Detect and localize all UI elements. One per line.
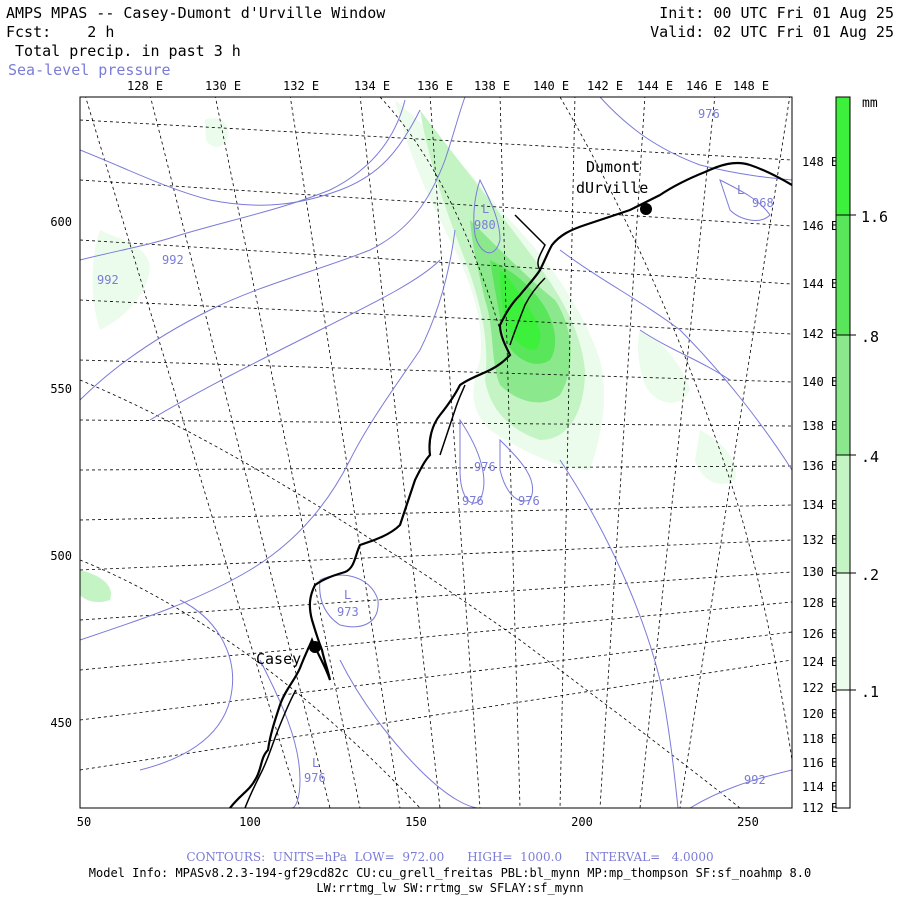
colorbar-label: .8	[861, 328, 879, 346]
right-lon-label: 142 E	[802, 327, 838, 341]
map-frame	[79, 96, 793, 809]
bottom-x-labels: 50 100 150 200 250	[77, 815, 759, 829]
model-info: Model Info: MPASv8.2.3-194-gf29cd82c CU:…	[88, 866, 812, 880]
contour-label: 976	[698, 107, 720, 121]
field-name: Total precip. in past 3 h	[6, 42, 241, 60]
bottom-x-label: 250	[737, 815, 759, 829]
contour-label: 976	[462, 494, 484, 508]
left-y-label: 450	[50, 716, 72, 730]
right-lon-label: 144 E	[802, 277, 838, 291]
top-lon-label: 138 E	[474, 79, 510, 93]
station-label-durville: dUrville	[576, 179, 648, 197]
inner-coastline	[244, 214, 546, 808]
bottom-x-label: 150	[405, 815, 427, 829]
right-lon-label: 116 E	[802, 756, 838, 770]
colorbar-label: .1	[861, 683, 879, 701]
model-info-2: LW:rrtmg_lw SW:rrtmg_sw SFLAY:sf_mynn	[316, 881, 584, 895]
bottom-x-label: 200	[571, 815, 593, 829]
colorbar: mm 1.6 .8 .4 .2 .1	[835, 96, 888, 809]
contour-label: 976	[304, 771, 326, 785]
colorbar-swatch	[836, 215, 850, 335]
top-lon-label: 128 E	[127, 79, 163, 93]
contour-label: 992	[162, 253, 184, 267]
overlay-name: Sea-level pressure	[8, 61, 171, 79]
top-lon-label: 136 E	[417, 79, 453, 93]
left-y-label: 550	[50, 382, 72, 396]
colorbar-unit: mm	[862, 96, 878, 111]
right-lon-label: 114 E	[802, 780, 838, 794]
colorbar-label: .2	[861, 566, 879, 584]
right-lon-label: 128 E	[802, 596, 838, 610]
lat-lon-grid	[80, 97, 792, 808]
contour-label: 973	[337, 605, 359, 619]
right-lon-label: 112 E	[802, 801, 838, 815]
right-lon-label: 136 E	[802, 459, 838, 473]
precip-shading	[80, 100, 736, 603]
right-lon-label: 126 E	[802, 627, 838, 641]
right-lon-label: 130 E	[802, 565, 838, 579]
left-y-labels: 600 550 500 450	[50, 215, 72, 730]
bottom-x-label: 100	[239, 815, 261, 829]
top-lon-label: 142 E	[587, 79, 623, 93]
top-lon-label: 140 E	[533, 79, 569, 93]
colorbar-swatch	[836, 573, 850, 690]
colorbar-swatch	[836, 97, 850, 215]
low-marker-group: L L L L	[312, 183, 744, 770]
right-lon-label: 140 E	[802, 375, 838, 389]
contour-label-group: 976 980 992 992 976 976 976 973 976 992 …	[97, 107, 774, 787]
top-lon-label: 146 E	[686, 79, 722, 93]
low-marker: L	[344, 588, 351, 602]
colorbar-swatch	[836, 335, 850, 455]
colorbar-label: 1.6	[861, 208, 888, 226]
contour-label: 992	[97, 273, 119, 287]
left-y-label: 500	[50, 549, 72, 563]
contour-info: CONTOURS: UNITS=hPa LOW= 972.00 HIGH= 10…	[186, 850, 714, 864]
low-marker: L	[482, 202, 489, 216]
valid-time: Valid: 02 UTC Fri 01 Aug 25	[650, 23, 894, 41]
contour-label: 992	[744, 773, 766, 787]
right-lon-label: 120 E	[802, 707, 838, 721]
top-lon-label: 134 E	[354, 79, 390, 93]
colorbar-label: .4	[861, 448, 879, 466]
low-marker: L	[737, 183, 744, 197]
top-lon-label: 148 E	[733, 79, 769, 93]
top-lon-label: 130 E	[205, 79, 241, 93]
top-lon-label: 144 E	[637, 79, 673, 93]
contour-label: 976	[474, 460, 496, 474]
right-lon-labels: 148 E 146 E 144 E 142 E 140 E 138 E 136 …	[802, 155, 838, 815]
contour-label: 968	[752, 196, 774, 210]
colorbar-swatch	[836, 455, 850, 573]
left-y-label: 600	[50, 215, 72, 229]
right-lon-label: 118 E	[802, 732, 838, 746]
colorbar-frame	[835, 96, 851, 809]
casey-marker[interactable]	[309, 641, 321, 653]
right-lon-label: 138 E	[802, 419, 838, 433]
right-lon-label: 148 E	[802, 155, 838, 169]
forecast-hour: Fcst: 2 h	[6, 23, 115, 41]
right-lon-label: 122 E	[802, 681, 838, 695]
init-time: Init: 00 UTC Fri 01 Aug 25	[659, 4, 894, 22]
right-lon-label: 134 E	[802, 498, 838, 512]
low-marker: L	[312, 756, 319, 770]
bottom-x-label: 50	[77, 815, 91, 829]
top-lon-label: 132 E	[283, 79, 319, 93]
isobar-contours	[80, 97, 792, 808]
contour-label: 976	[518, 494, 540, 508]
colorbar-swatch	[836, 690, 850, 808]
dumont-durville-marker[interactable]	[640, 203, 652, 215]
station-label-casey: Casey	[256, 650, 301, 668]
right-lon-label: 146 E	[802, 219, 838, 233]
station-label-dumont: Dumont	[586, 158, 640, 176]
top-lon-labels: 128 E 130 E 132 E 134 E 136 E 138 E 140 …	[127, 79, 769, 93]
right-lon-label: 132 E	[802, 533, 838, 547]
right-lon-label: 124 E	[802, 655, 838, 669]
map-title: AMPS MPAS -- Casey-Dumont d'Urville Wind…	[6, 4, 386, 22]
contour-label: 980	[474, 218, 496, 232]
